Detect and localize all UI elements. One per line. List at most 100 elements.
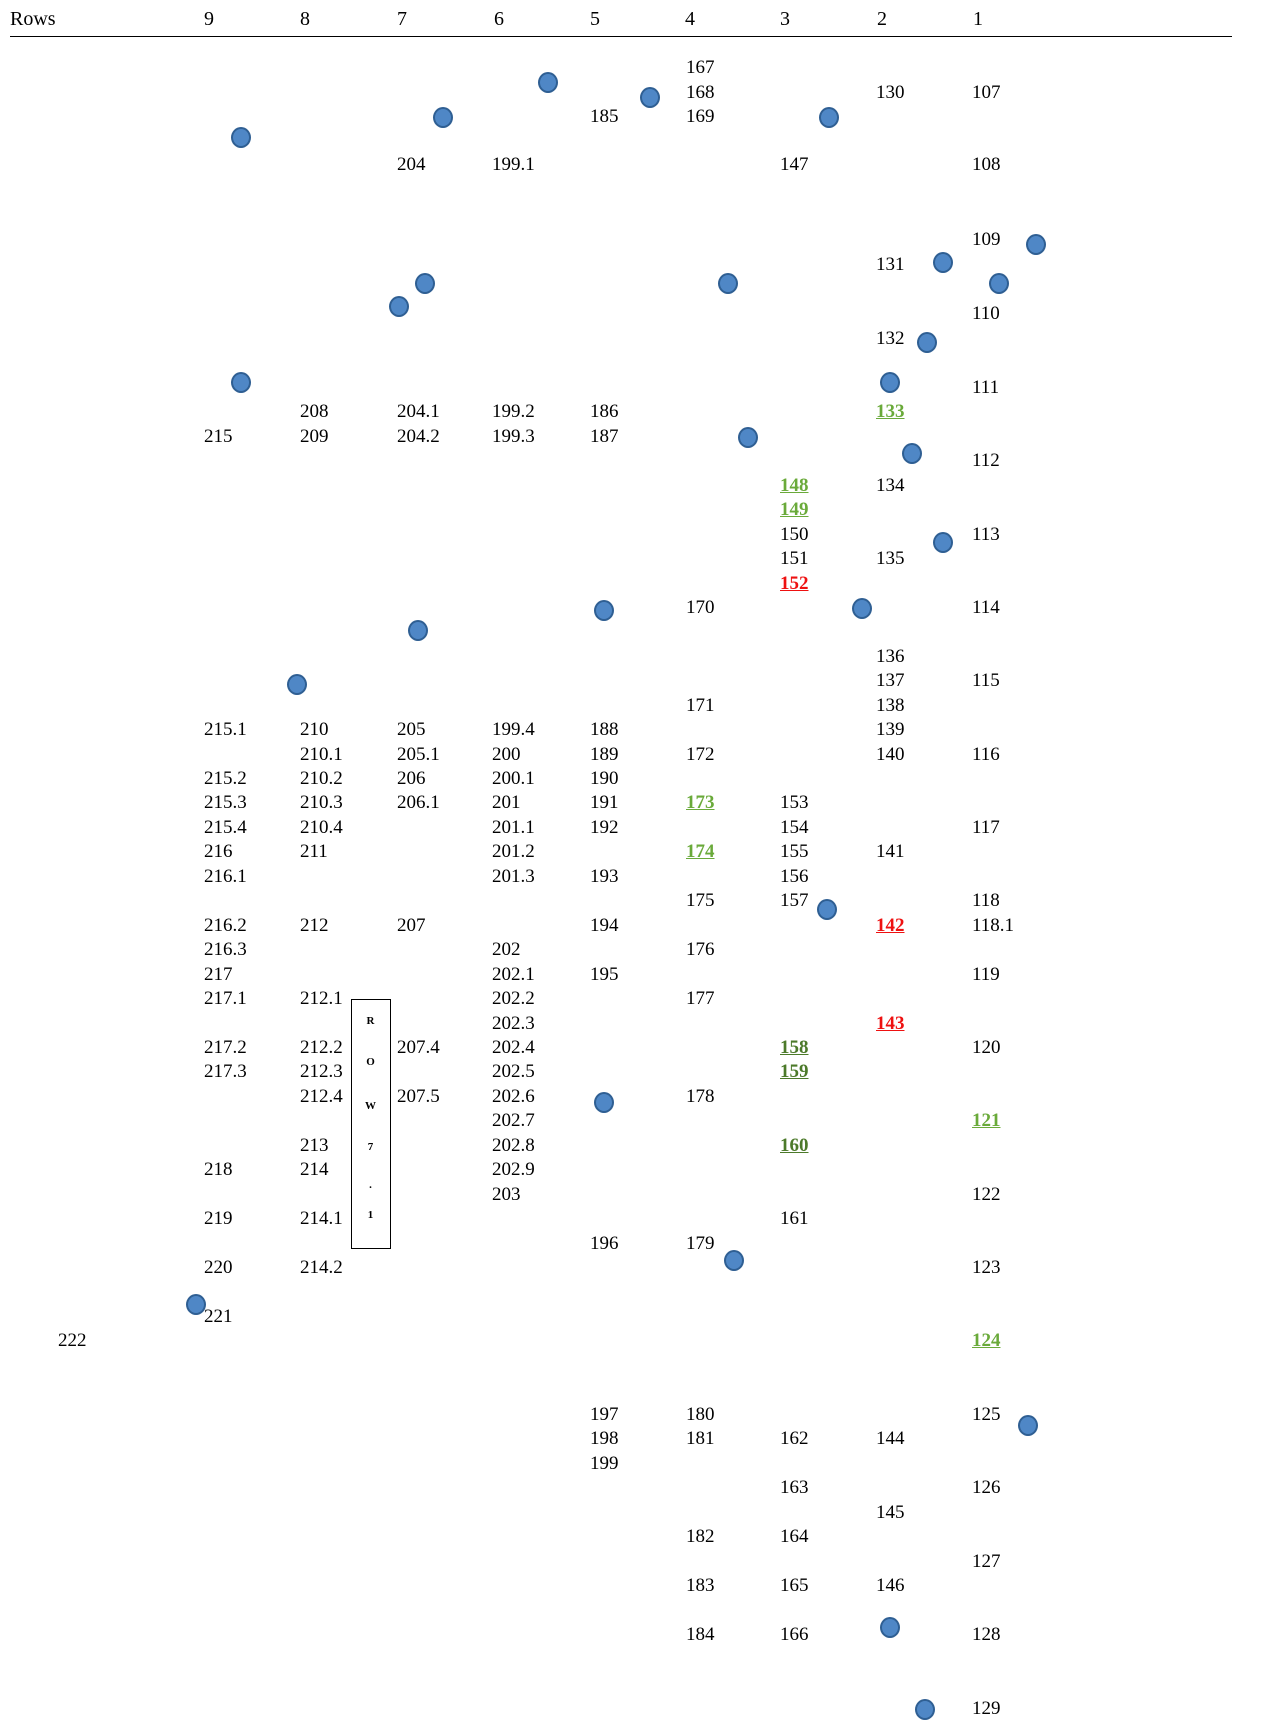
blue-dot-marker <box>287 674 307 695</box>
row-box-letter: . <box>369 1179 372 1191</box>
location-label: 210.3 <box>300 792 343 813</box>
location-label: 202.3 <box>492 1013 535 1034</box>
blue-dot-marker <box>640 87 660 108</box>
column-header-4: 4 <box>685 8 695 30</box>
row-box-letter: 1 <box>367 1209 374 1221</box>
location-label: 199.2 <box>492 401 535 422</box>
location-label: 115 <box>972 670 1000 691</box>
location-label: 206 <box>397 768 426 789</box>
location-label: 126 <box>972 1477 1001 1498</box>
location-label: 144 <box>876 1428 905 1449</box>
location-label: 131 <box>876 254 905 275</box>
location-label: 152 <box>780 573 809 594</box>
location-label: 201 <box>492 792 521 813</box>
location-label: 160 <box>780 1135 809 1156</box>
location-label: 124 <box>972 1330 1001 1351</box>
blue-dot-marker <box>917 332 937 353</box>
location-label: 200 <box>492 744 521 765</box>
location-label: 204.1 <box>397 401 440 422</box>
location-label: 176 <box>686 939 715 960</box>
location-label: 107 <box>972 82 1001 103</box>
location-label: 184 <box>686 1624 715 1645</box>
location-label: 197 <box>590 1404 619 1425</box>
location-label: 118 <box>972 890 1000 911</box>
location-label: 222 <box>58 1330 87 1351</box>
location-label: 122 <box>972 1184 1001 1205</box>
location-label: 218 <box>204 1159 233 1180</box>
location-label: 123 <box>972 1257 1001 1278</box>
row-7-1-box: R O W 7 . 1 <box>351 999 391 1249</box>
location-label: 188 <box>590 719 619 740</box>
location-label: 166 <box>780 1624 809 1645</box>
location-label: 179 <box>686 1233 715 1254</box>
column-header-3: 3 <box>780 8 790 30</box>
location-label: 207 <box>397 915 426 936</box>
location-label: 151 <box>780 548 809 569</box>
header-divider <box>10 36 1232 37</box>
location-label: 113 <box>972 524 1000 545</box>
location-label: 202.6 <box>492 1086 535 1107</box>
location-label: 181 <box>686 1428 715 1449</box>
location-label: 214 <box>300 1159 329 1180</box>
location-label: 134 <box>876 475 905 496</box>
location-label: 199 <box>590 1453 619 1474</box>
column-header-8: 8 <box>300 8 310 30</box>
blue-dot-marker <box>186 1294 206 1315</box>
blue-dot-marker <box>902 443 922 464</box>
location-label: 156 <box>780 866 809 887</box>
location-label: 158 <box>780 1037 809 1058</box>
location-label: 154 <box>780 817 809 838</box>
location-label: 149 <box>780 499 809 520</box>
location-label: 213 <box>300 1135 329 1156</box>
blue-dot-marker <box>1018 1415 1038 1436</box>
blue-dot-marker <box>433 107 453 128</box>
location-label: 206.1 <box>397 792 440 813</box>
location-label: 210.1 <box>300 744 343 765</box>
location-label: 202.8 <box>492 1135 535 1156</box>
location-label: 174 <box>686 841 715 862</box>
blue-dot-marker <box>408 620 428 641</box>
location-label: 162 <box>780 1428 809 1449</box>
location-label: 205 <box>397 719 426 740</box>
location-label: 180 <box>686 1404 715 1425</box>
location-label: 148 <box>780 475 809 496</box>
column-header-6: 6 <box>494 8 504 30</box>
location-label: 217.1 <box>204 988 247 1009</box>
location-label: 202.9 <box>492 1159 535 1180</box>
location-label: 139 <box>876 719 905 740</box>
blue-dot-marker <box>989 273 1009 294</box>
location-label: 202.1 <box>492 964 535 985</box>
location-label: 111 <box>972 377 1000 398</box>
blue-dot-marker <box>718 273 738 294</box>
location-label: 190 <box>590 768 619 789</box>
location-label: 201.2 <box>492 841 535 862</box>
location-label: 137 <box>876 670 905 691</box>
location-label: 220 <box>204 1257 233 1278</box>
location-label: 143 <box>876 1013 905 1034</box>
location-label: 121 <box>972 1110 1001 1131</box>
location-label: 175 <box>686 890 715 911</box>
location-label: 140 <box>876 744 905 765</box>
location-label: 216.1 <box>204 866 247 887</box>
location-label: 215.3 <box>204 792 247 813</box>
row-box-letter: O <box>366 1056 375 1068</box>
location-label: 109 <box>972 229 1001 250</box>
location-label: 212 <box>300 915 329 936</box>
column-header-5: 5 <box>590 8 600 30</box>
location-label: 146 <box>876 1575 905 1596</box>
location-label: 215.1 <box>204 719 247 740</box>
blue-dot-marker <box>231 127 251 148</box>
location-label: 133 <box>876 401 905 422</box>
location-label: 191 <box>590 792 619 813</box>
location-label: 210.2 <box>300 768 343 789</box>
location-label: 212.2 <box>300 1037 343 1058</box>
location-label: 201.1 <box>492 817 535 838</box>
blue-dot-marker <box>538 72 558 93</box>
location-label: 170 <box>686 597 715 618</box>
location-label: 193 <box>590 866 619 887</box>
location-label: 147 <box>780 154 809 175</box>
column-header-7: 7 <box>397 8 407 30</box>
blue-dot-marker <box>852 598 872 619</box>
row-box-letter: R <box>366 1015 375 1027</box>
location-label: 132 <box>876 328 905 349</box>
